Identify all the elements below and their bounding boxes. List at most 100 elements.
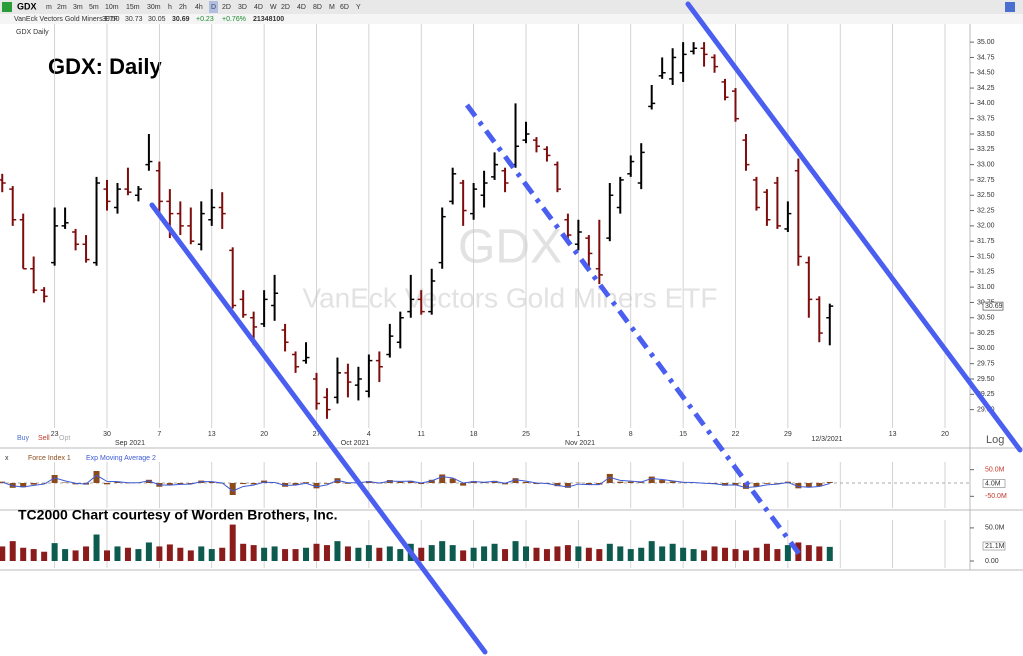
timeframe-button[interactable]: 6D [340, 4, 349, 11]
volume-bar [439, 541, 446, 561]
volume-bar [93, 534, 100, 561]
trade-button[interactable]: Sell [38, 435, 50, 442]
ema-legend[interactable]: Exp Moving Average 2 [86, 455, 156, 462]
y-tick-label: 50.0M [985, 525, 1005, 532]
volume-bar [83, 546, 90, 561]
panel-icon[interactable] [1005, 2, 1015, 12]
timeframe-button[interactable]: 4D [297, 4, 306, 11]
volume-bar [0, 546, 6, 561]
force-bar [166, 483, 173, 486]
quote-high: 30.73 [125, 16, 143, 23]
volume-bar [523, 546, 529, 561]
volume-bar [104, 550, 110, 561]
y-tick-label: 0.00 [985, 558, 999, 565]
force-bar [313, 483, 320, 489]
y-tick-label: 31.00 [977, 284, 995, 291]
timeframe-button[interactable]: h [168, 4, 172, 11]
toolbar-symbol[interactable]: GDX [17, 1, 37, 11]
volume-bar [575, 546, 582, 561]
timeframe-button[interactable]: 5m [89, 4, 99, 11]
volume-bar [9, 541, 16, 561]
y-tick-label: 31.50 [977, 253, 995, 260]
scale-label[interactable]: Log [986, 434, 1004, 446]
force-bar [481, 482, 488, 483]
force-bar [51, 475, 58, 483]
timeframe-button[interactable]: 15m [126, 4, 140, 11]
watermark-name: VanEck Vectors Gold Miners ETF [303, 282, 718, 313]
force-bar [104, 483, 110, 485]
force-bar [533, 483, 540, 485]
volume-bar [62, 549, 69, 561]
volume-bar [386, 546, 393, 561]
volume-bar [271, 546, 278, 561]
volume-bar [481, 546, 488, 561]
x-tick-label: 4 [367, 431, 371, 438]
timeframe-button[interactable]: m [46, 4, 52, 11]
timeframe-button[interactable]: 3D [238, 4, 247, 11]
volume-bar [250, 545, 257, 561]
volume-bar [701, 550, 708, 561]
volume-bar [208, 549, 215, 561]
trade-button[interactable]: Opt [59, 435, 70, 442]
x-tick-label: 13 [889, 431, 897, 438]
volume-bar [722, 547, 729, 561]
timeframe-button[interactable]: 3m [73, 4, 83, 11]
y-tick-label: 33.00 [977, 161, 995, 168]
volume-bar [805, 545, 812, 561]
y-tick-label: 29.50 [977, 376, 995, 383]
volume-bar [229, 524, 236, 561]
close-pane[interactable]: x [5, 455, 9, 462]
timeframe-button[interactable]: 4h [195, 4, 203, 11]
timeframe-button[interactable]: M [329, 4, 335, 11]
trade-button[interactable]: Buy [17, 435, 30, 442]
x-tick-label: 23 [51, 431, 59, 438]
volume-bar [449, 545, 456, 561]
timeframe-button[interactable]: 10m [105, 4, 119, 11]
force-bar [659, 480, 666, 483]
force-bar [240, 483, 247, 485]
x-tick-label: 22 [732, 431, 740, 438]
volume-bar [690, 549, 697, 561]
x-tick-label: 18 [470, 431, 478, 438]
timeframe-button[interactable]: 2h [179, 4, 187, 11]
timeframe-button[interactable]: 8D [313, 4, 322, 11]
x-tick-label: 27 [313, 431, 321, 438]
volume-bar [680, 547, 687, 561]
volume-bar [30, 549, 37, 561]
volume-bar [397, 549, 404, 561]
timeframe-button[interactable]: Y [356, 4, 361, 11]
volume-bar [627, 549, 634, 561]
y-tick-label: 30.25 [977, 330, 995, 337]
timeframe-button[interactable]: D [211, 4, 216, 11]
x-tick-label: 20 [260, 431, 268, 438]
timeframe-button[interactable]: 4D [254, 4, 263, 11]
force-bar [722, 483, 729, 486]
timeframe-button[interactable]: W [270, 4, 277, 11]
volume-bar [344, 546, 351, 561]
add-icon[interactable] [2, 2, 12, 12]
timeframe-button[interactable]: 2D [222, 4, 231, 11]
y-tick-label: 32.50 [977, 192, 995, 199]
force-bar [638, 482, 645, 483]
force-bar [523, 481, 529, 483]
volume-bar [753, 547, 760, 561]
volume-bar [177, 547, 184, 561]
force-bar [805, 483, 812, 488]
y-tick-label: 30.00 [977, 345, 995, 352]
force-legend[interactable]: Force Index 1 [28, 455, 71, 462]
quote-name: VanEck Vectors Gold Miners ETF [14, 16, 118, 23]
volume-bar [219, 547, 226, 561]
volume-bar [261, 547, 268, 561]
timeframe-button[interactable]: 30m [147, 4, 161, 11]
date-label: 12/3/2021 [811, 436, 842, 443]
timeframe-button[interactable]: 2m [57, 4, 67, 11]
volume-bar [72, 550, 79, 561]
volume-bar [502, 549, 509, 561]
price-box [982, 301, 1004, 311]
timeframe-button[interactable]: 2D [281, 4, 290, 11]
force-bar [627, 481, 634, 483]
force-bar [564, 483, 571, 488]
volume-bar [114, 546, 121, 561]
